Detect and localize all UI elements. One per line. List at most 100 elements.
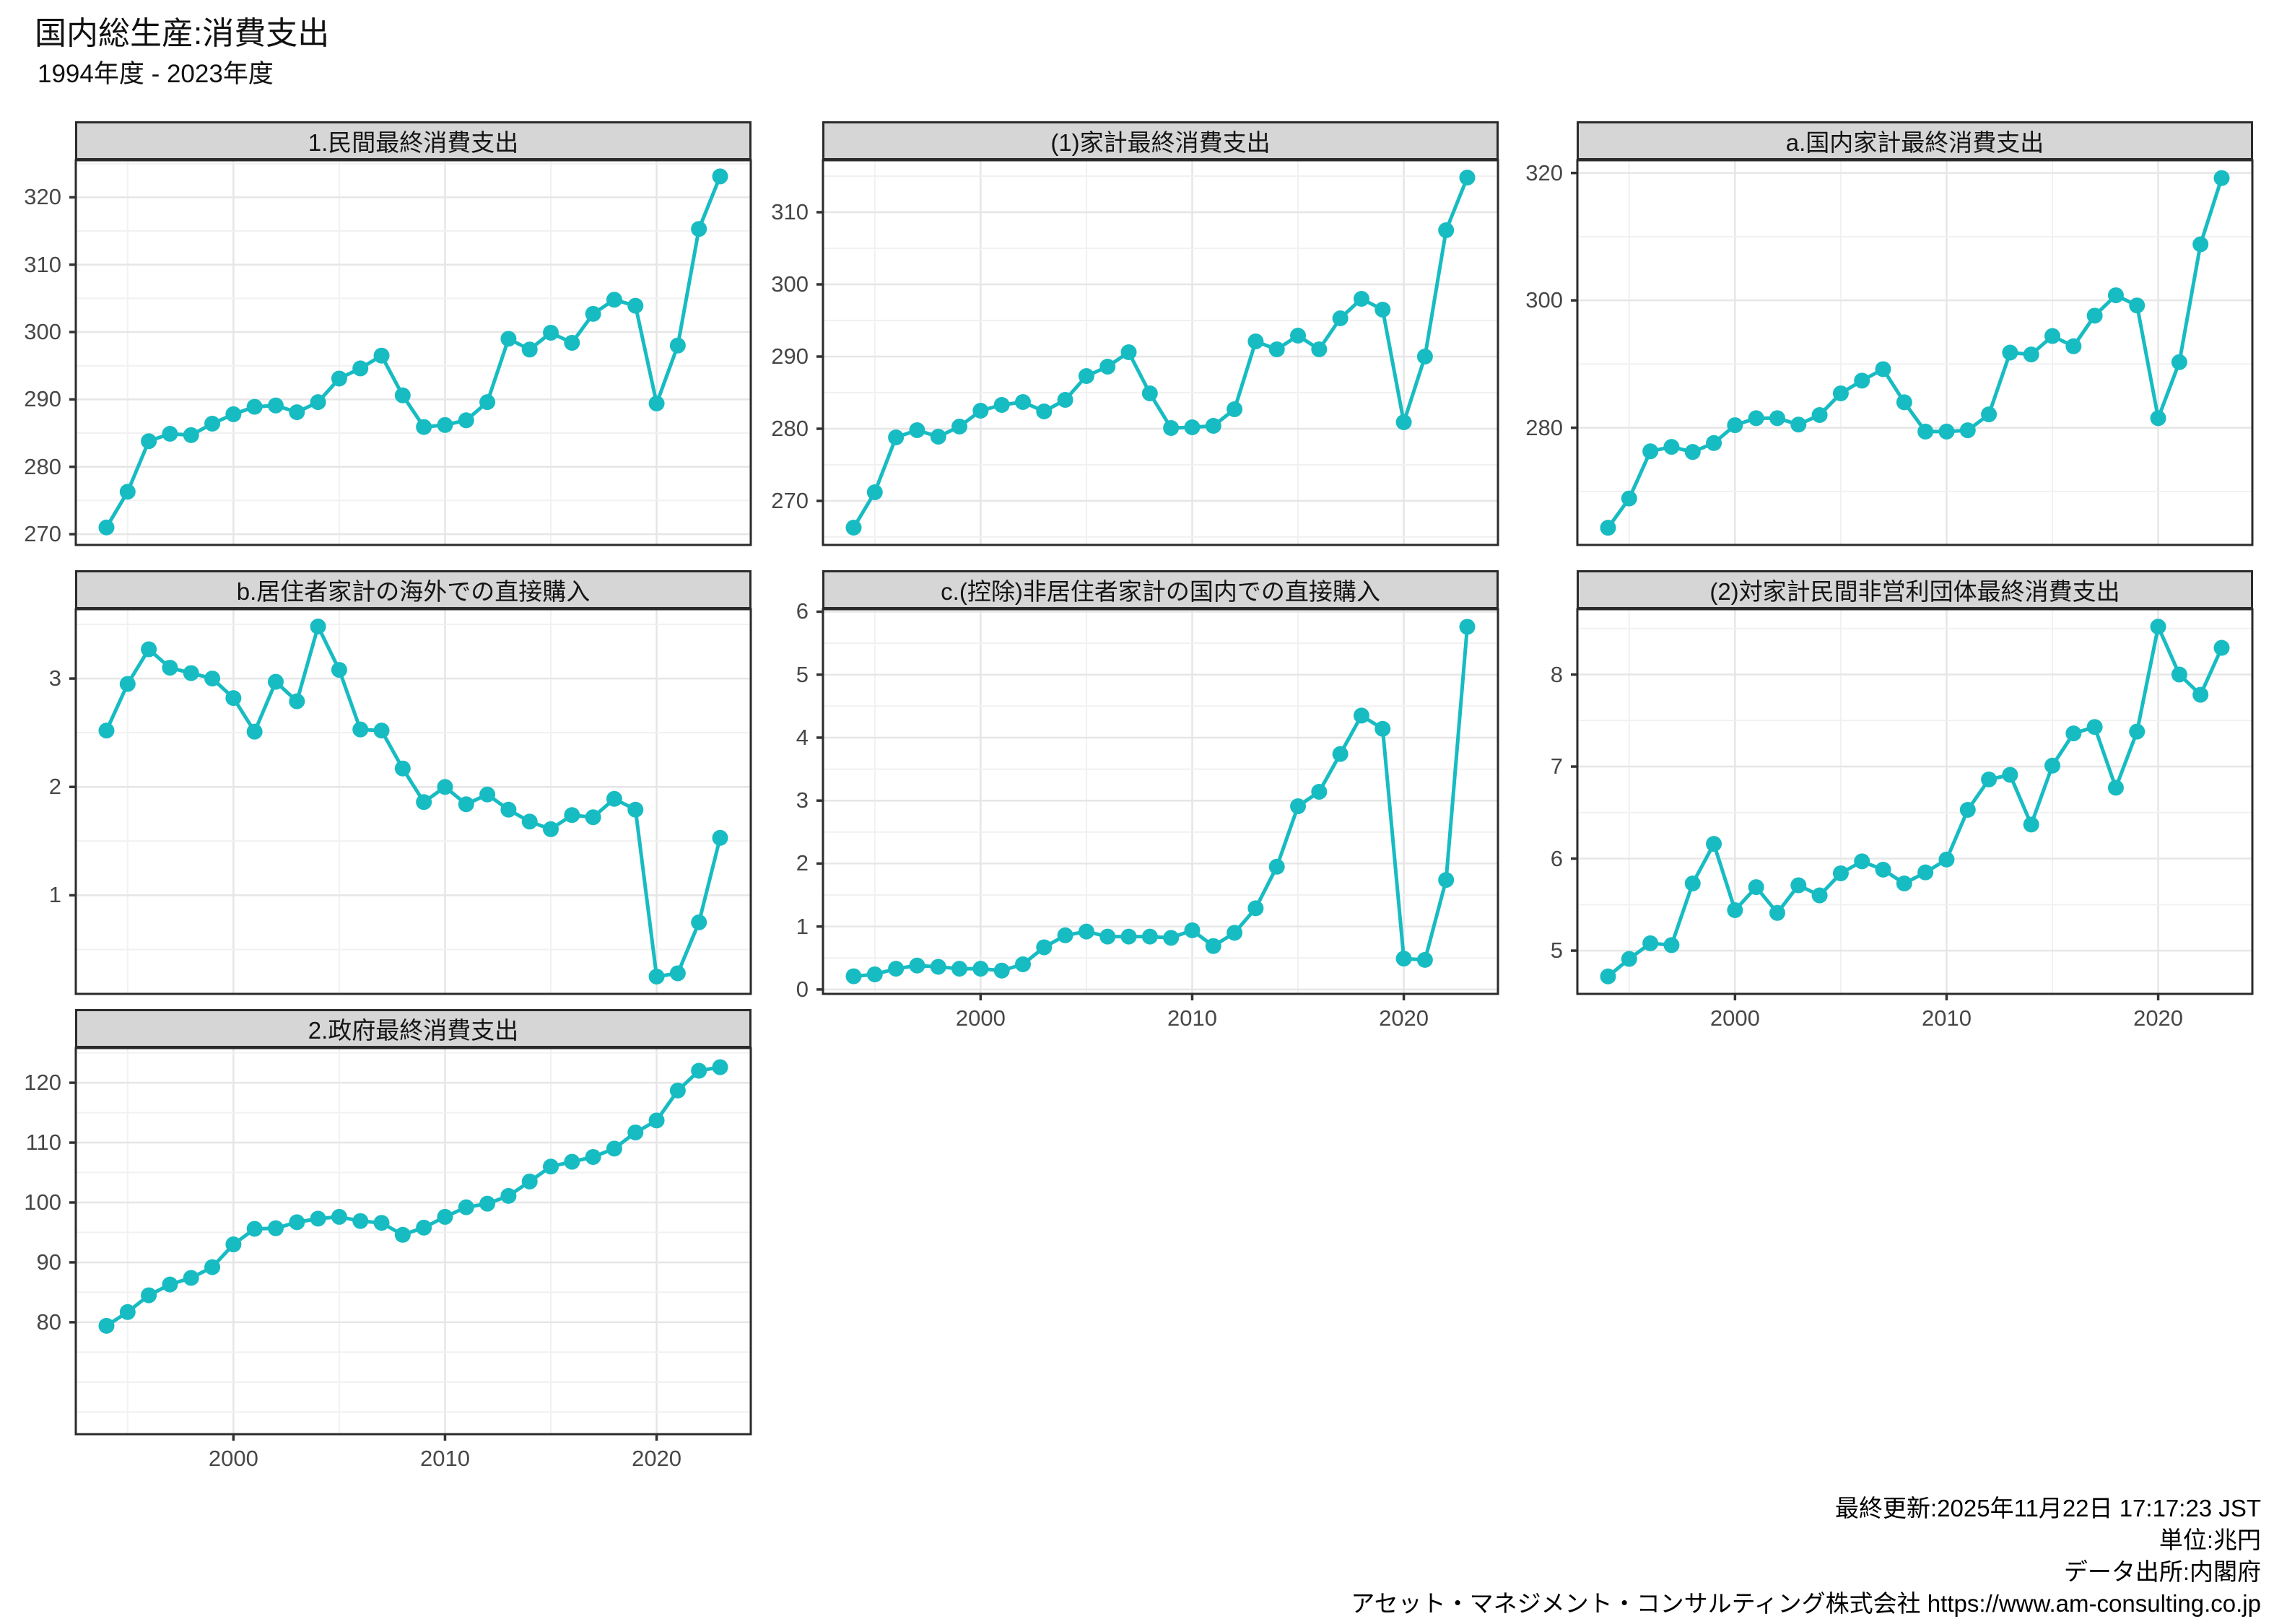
data-point-residents-direct-purchases-abroad-2001 (246, 723, 263, 740)
data-point-household-final-consumption-1995 (866, 484, 883, 500)
data-point-npish-final-consumption-1997 (1663, 937, 1680, 953)
data-point-residents-direct-purchases-abroad-1995 (119, 676, 136, 692)
data-point-private-final-consumption-2007 (373, 347, 390, 364)
data-point-private-final-consumption-2014 (521, 341, 538, 358)
data-point-private-final-consumption-1997 (162, 425, 178, 442)
footer-unit: 単位:兆円 (2158, 1527, 2261, 1553)
y-tick-label-government-final-consumption-120: 120 (24, 1070, 61, 1096)
data-point-household-final-consumption-2023 (1459, 170, 1476, 185)
data-point-domestic-household-final-consumption-2017 (2086, 307, 2103, 324)
data-point-npish-final-consumption-2006 (1854, 853, 1870, 870)
data-point-household-final-consumption-2003 (1036, 403, 1053, 419)
data-point-npish-final-consumption-2012 (1981, 771, 1998, 787)
data-point-private-final-consumption-2018 (606, 292, 622, 308)
data-point-household-final-consumption-2007 (1120, 344, 1137, 360)
data-point-household-final-consumption-1999 (951, 419, 968, 435)
data-point-residents-direct-purchases-abroad-2023 (712, 829, 728, 846)
data-point-nonresidents-direct-purchases-domestic-2016 (1311, 783, 1328, 800)
data-point-government-final-consumption-2006 (352, 1213, 369, 1229)
data-point-household-final-consumption-2000 (972, 403, 989, 419)
data-point-residents-direct-purchases-abroad-2008 (394, 760, 411, 777)
page-subtitle: 1994年度 - 2023年度 (38, 60, 274, 88)
data-point-government-final-consumption-1994 (98, 1317, 115, 1334)
data-point-household-final-consumption-1994 (845, 520, 862, 536)
y-tick-label-nonresidents-direct-purchases-domestic-5: 5 (796, 661, 809, 687)
y-tick-label-household-final-consumption-270: 270 (771, 488, 809, 513)
data-point-nonresidents-direct-purchases-domestic-2015 (1290, 798, 1307, 815)
data-point-government-final-consumption-1999 (204, 1259, 221, 1275)
data-point-domestic-household-final-consumption-1995 (1621, 490, 1637, 507)
data-point-npish-final-consumption-2023 (2213, 639, 2230, 656)
data-point-nonresidents-direct-purchases-domestic-2018 (1353, 707, 1369, 724)
data-point-npish-final-consumption-2017 (2086, 719, 2103, 735)
data-point-government-final-consumption-2012 (479, 1195, 496, 1212)
data-point-nonresidents-direct-purchases-domestic-2019 (1375, 720, 1391, 737)
data-point-residents-direct-purchases-abroad-2002 (267, 673, 284, 690)
data-point-private-final-consumption-2023 (712, 168, 728, 185)
y-tick-label-government-final-consumption-100: 100 (24, 1189, 61, 1215)
data-point-private-final-consumption-2021 (669, 337, 686, 354)
data-point-residents-direct-purchases-abroad-2010 (437, 779, 453, 795)
data-point-household-final-consumption-2011 (1205, 418, 1221, 434)
y-tick-label-npish-final-consumption-8: 8 (1550, 661, 1563, 687)
data-point-npish-final-consumption-2010 (1938, 851, 1955, 868)
data-point-domestic-household-final-consumption-2009 (1917, 423, 1934, 440)
data-point-government-final-consumption-2018 (606, 1140, 622, 1157)
y-tick-label-npish-final-consumption-6: 6 (1550, 845, 1563, 871)
data-point-domestic-household-final-consumption-2005 (1832, 385, 1849, 401)
data-point-residents-direct-purchases-abroad-2018 (606, 790, 622, 807)
data-point-private-final-consumption-1996 (141, 433, 157, 450)
data-point-government-final-consumption-2021 (669, 1082, 686, 1099)
y-tick-label-household-final-consumption-300: 300 (771, 271, 809, 297)
data-point-domestic-household-final-consumption-2010 (1938, 423, 1955, 440)
plot-npish-final-consumption (1571, 608, 2254, 1000)
y-tick-label-nonresidents-direct-purchases-domestic-3: 3 (796, 787, 809, 813)
data-point-government-final-consumption-2003 (289, 1214, 305, 1231)
data-point-domestic-household-final-consumption-2000 (1727, 417, 1743, 434)
data-point-residents-direct-purchases-abroad-2005 (331, 662, 347, 678)
y-tick-label-private-final-consumption-310: 310 (24, 251, 61, 277)
data-point-nonresidents-direct-purchases-domestic-2004 (1057, 927, 1073, 943)
data-point-npish-final-consumption-2022 (2192, 686, 2209, 703)
panel-title-nonresidents-direct-purchases-domestic: c.(控除)非居住者家計の国内での直接購入 (822, 570, 1499, 609)
data-point-nonresidents-direct-purchases-domestic-2000 (972, 961, 989, 977)
data-point-nonresidents-direct-purchases-domestic-1995 (866, 966, 883, 982)
data-point-government-final-consumption-1998 (183, 1270, 199, 1286)
data-point-npish-final-consumption-2007 (1875, 861, 1891, 878)
y-tick-label-private-final-consumption-290: 290 (24, 386, 61, 412)
footer-last-update: 最終更新:2025年11月22日 17:17:23 JST (1834, 1495, 2261, 1522)
data-point-household-final-consumption-2017 (1332, 310, 1349, 326)
data-point-nonresidents-direct-purchases-domestic-2017 (1332, 746, 1349, 762)
footer-source: データ出所:内閣府 (2063, 1558, 2261, 1585)
data-point-household-final-consumption-2021 (1416, 349, 1433, 364)
page-title: 国内総生産:消費支出 (35, 16, 330, 51)
y-tick-label-government-final-consumption-80: 80 (36, 1309, 61, 1335)
data-point-nonresidents-direct-purchases-domestic-2021 (1416, 951, 1433, 968)
data-point-npish-final-consumption-2001 (1748, 879, 1764, 896)
data-point-domestic-household-final-consumption-1999 (1706, 435, 1722, 451)
data-point-nonresidents-direct-purchases-domestic-2008 (1141, 928, 1158, 945)
data-point-npish-final-consumption-1995 (1621, 951, 1637, 967)
data-point-household-final-consumption-2012 (1227, 401, 1243, 417)
data-point-domestic-household-final-consumption-2006 (1854, 372, 1870, 389)
data-point-residents-direct-purchases-abroad-2022 (691, 914, 707, 930)
data-point-npish-final-consumption-2020 (2150, 619, 2166, 635)
data-point-nonresidents-direct-purchases-domestic-2023 (1459, 619, 1476, 635)
data-point-private-final-consumption-2000 (225, 406, 242, 422)
data-point-private-final-consumption-2008 (394, 387, 411, 403)
data-point-household-final-consumption-2020 (1395, 414, 1412, 430)
data-point-private-final-consumption-1994 (98, 519, 115, 536)
data-point-domestic-household-final-consumption-2023 (2213, 170, 2230, 186)
data-point-residents-direct-purchases-abroad-2012 (479, 786, 496, 803)
data-point-residents-direct-purchases-abroad-1999 (204, 671, 221, 687)
data-point-nonresidents-direct-purchases-domestic-2005 (1078, 923, 1094, 940)
data-point-residents-direct-purchases-abroad-2017 (585, 809, 601, 826)
data-point-private-final-consumption-2022 (691, 221, 707, 237)
data-point-residents-direct-purchases-abroad-2009 (416, 794, 432, 811)
y-tick-label-private-final-consumption-280: 280 (24, 453, 61, 479)
y-tick-label-nonresidents-direct-purchases-domestic-6: 6 (796, 598, 809, 624)
data-point-domestic-household-final-consumption-2001 (1748, 410, 1764, 427)
data-point-domestic-household-final-consumption-2016 (2065, 338, 2082, 354)
data-point-government-final-consumption-2000 (225, 1236, 242, 1253)
plot-residents-direct-purchases-abroad (69, 608, 752, 995)
